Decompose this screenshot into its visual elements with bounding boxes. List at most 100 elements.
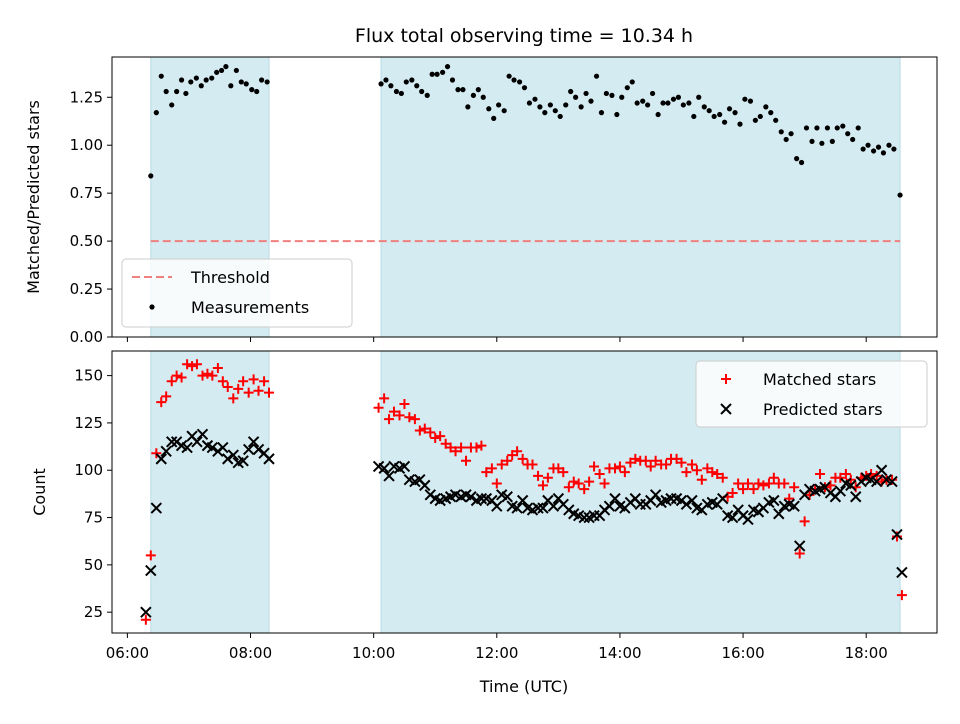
predicted-stars-point [383, 470, 395, 482]
matched-stars-point [686, 459, 697, 470]
matched-stars-point [758, 480, 769, 491]
measurement-point [649, 90, 656, 97]
predicted-stars-point [680, 498, 693, 511]
predicted-stars-point [578, 511, 590, 524]
measurement-point [158, 73, 164, 79]
matched-stars-point [871, 470, 882, 481]
measurement-point [486, 106, 492, 112]
measurement-point [809, 138, 815, 144]
matched-stars-point [799, 516, 810, 527]
measurement-point [188, 79, 194, 85]
predicted-stars-point [788, 500, 800, 512]
matched-stars-point [151, 448, 162, 459]
measurement-point [568, 88, 574, 95]
measurement-point [521, 85, 528, 91]
matched-stars-point [712, 469, 723, 480]
predicted-stars-point [896, 566, 908, 579]
measurement-point [768, 110, 774, 116]
matched-stars-point [166, 376, 177, 387]
measurement-point [870, 148, 877, 154]
measurement-point [501, 108, 507, 114]
measurement-point [178, 77, 185, 83]
measurement-point [773, 117, 779, 123]
measurement-point [491, 115, 497, 121]
matched-stars-point [379, 393, 390, 404]
predicted-stars-point [252, 443, 265, 456]
predicted-stars-point [398, 460, 411, 473]
matched-stars-point [176, 372, 187, 383]
matched-stars-point [696, 474, 707, 485]
measurement-point [701, 104, 707, 110]
matched-stars-point [430, 433, 441, 444]
predicted-stars-point [227, 449, 239, 461]
measurement-point [552, 108, 558, 114]
legend-label: Measurements [191, 298, 309, 317]
measurement-point [588, 98, 594, 104]
legend-matched-swatch [721, 374, 731, 384]
matched-stars-point [794, 548, 805, 559]
y-axis-label-top: Matched/Predicted stars [24, 100, 43, 294]
measurement-point [153, 110, 159, 116]
matched-stars-point [681, 467, 692, 478]
matched-stars-point [384, 414, 395, 425]
matched-stars-point [238, 376, 249, 387]
y-tick-label: 100 [74, 461, 103, 479]
matched-stars-point [512, 446, 523, 457]
predicted-stars-point [155, 453, 167, 465]
measurement-point [737, 121, 743, 127]
predicted-stars-point [491, 500, 503, 512]
measurement-point [398, 90, 404, 97]
predicted-stars-point [547, 500, 560, 512]
measurement-point [444, 63, 451, 70]
measurement-point [243, 81, 249, 87]
matched-stars-point [589, 461, 600, 472]
matched-stars-point [373, 402, 384, 413]
matched-stars-point [742, 478, 753, 489]
measurement-point [834, 125, 840, 131]
predicted-stars-point [501, 491, 513, 503]
matched-stars-point [450, 446, 461, 457]
matched-stars-point [233, 383, 244, 394]
measurement-point [891, 146, 897, 152]
legend-label: Predicted stars [763, 400, 883, 419]
measurement-point [169, 102, 175, 108]
matched-stars-point [650, 455, 661, 466]
matched-stars-point [727, 487, 738, 498]
y-tick-label: 125 [74, 414, 103, 432]
measurement-point [148, 173, 154, 179]
predicted-stars-point [875, 464, 888, 476]
predicted-stars-point [870, 475, 883, 488]
matched-stars-point [191, 359, 202, 370]
y-tick-label: 25 [84, 603, 103, 621]
matched-stars-point [248, 374, 259, 385]
measurement-point [732, 110, 738, 116]
predicted-stars-point [537, 502, 549, 514]
measurement-point [645, 102, 651, 108]
measurement-point [855, 125, 861, 131]
chart-title: Flux total observing time = 10.34 h [355, 25, 693, 47]
predicted-stars-point [793, 540, 806, 552]
predicted-stars-point [196, 428, 209, 440]
measurement-point [670, 96, 677, 102]
measurement-point [537, 104, 543, 110]
matched-stars-point [748, 484, 759, 495]
axes-frame [111, 350, 938, 634]
matched-stars-point [896, 590, 907, 601]
predicted-stars-point [378, 462, 390, 475]
matched-stars-point [394, 410, 405, 421]
measurement-point [803, 125, 810, 131]
measurement-point [496, 102, 502, 108]
measurement-point [578, 104, 584, 110]
measurement-point [875, 144, 882, 150]
measurement-point [634, 100, 640, 106]
measurement-point [614, 111, 620, 118]
predicted-stars-point [217, 441, 229, 454]
predicted-stars-point [263, 453, 275, 465]
legend-box [695, 360, 928, 428]
predicted-stars-point [140, 606, 152, 618]
measurement-point [763, 104, 769, 110]
predicted-stars-point [150, 502, 163, 514]
matched-stars-point [804, 489, 815, 500]
matched-stars-point [456, 442, 467, 453]
measurement-point [814, 125, 820, 131]
